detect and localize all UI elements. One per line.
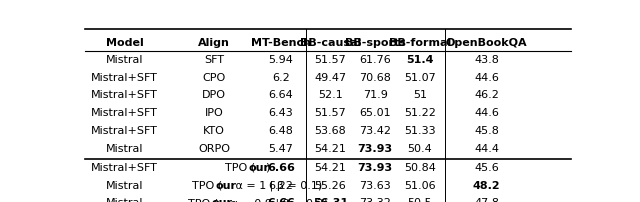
Text: 45.6: 45.6 xyxy=(474,163,499,173)
Text: 61.76: 61.76 xyxy=(359,55,391,65)
Text: SFT: SFT xyxy=(204,55,224,65)
Text: 73.32: 73.32 xyxy=(359,199,391,202)
Text: 44.4: 44.4 xyxy=(474,144,499,154)
Text: 6.48: 6.48 xyxy=(268,126,293,136)
Text: 51: 51 xyxy=(413,90,427,100)
Text: TPO (our α = 0.9 | β = 0.2): TPO (our α = 0.9 | β = 0.2) xyxy=(139,198,289,202)
Text: 51.22: 51.22 xyxy=(404,108,436,118)
Text: 6.2: 6.2 xyxy=(272,73,290,82)
Text: Model: Model xyxy=(106,38,143,48)
Text: 53.68: 53.68 xyxy=(315,126,346,136)
Text: 49.47: 49.47 xyxy=(314,73,346,82)
Text: Mistral: Mistral xyxy=(106,144,143,154)
Text: 6.22: 6.22 xyxy=(268,181,293,191)
Text: Mistral+SFT: Mistral+SFT xyxy=(92,163,158,173)
Text: 51.07: 51.07 xyxy=(404,73,436,82)
Text: Mistral: Mistral xyxy=(106,55,143,65)
Text: 51.06: 51.06 xyxy=(404,181,436,191)
Text: 6.43: 6.43 xyxy=(269,108,293,118)
Text: 47.8: 47.8 xyxy=(474,199,499,202)
Text: KTO: KTO xyxy=(203,126,225,136)
Text: TPO (: TPO ( xyxy=(80,175,110,185)
Text: TPO (our): TPO (our) xyxy=(188,163,241,173)
Text: 5.94: 5.94 xyxy=(268,55,293,65)
Text: 55.26: 55.26 xyxy=(315,181,346,191)
Text: TPO (: TPO ( xyxy=(80,175,110,185)
Text: 73.93: 73.93 xyxy=(358,163,393,173)
Text: 73.42: 73.42 xyxy=(359,126,391,136)
Text: 51.57: 51.57 xyxy=(315,55,346,65)
Text: 46.2: 46.2 xyxy=(474,90,499,100)
Text: Mistral: Mistral xyxy=(106,181,143,191)
Text: Mistral: Mistral xyxy=(106,199,143,202)
Text: 54.21: 54.21 xyxy=(314,144,346,154)
Text: 51.4: 51.4 xyxy=(406,55,433,65)
Text: 71.9: 71.9 xyxy=(363,90,388,100)
Text: 56.31: 56.31 xyxy=(313,199,348,202)
Text: our: our xyxy=(215,181,236,191)
Text: ): ) xyxy=(265,163,269,173)
Text: 45.8: 45.8 xyxy=(474,126,499,136)
Text: α = 1 | β = 0.1): α = 1 | β = 0.1) xyxy=(232,180,322,191)
Text: Mistral+SFT: Mistral+SFT xyxy=(92,90,158,100)
Text: BB-causal: BB-causal xyxy=(300,38,361,48)
Text: our: our xyxy=(80,175,101,185)
Text: IPO: IPO xyxy=(205,108,223,118)
Text: Mistral+SFT: Mistral+SFT xyxy=(92,108,158,118)
Text: 52.1: 52.1 xyxy=(318,90,343,100)
Text: Mistral+SFT: Mistral+SFT xyxy=(92,73,158,82)
Text: TPO (: TPO ( xyxy=(192,181,222,191)
Text: 5.47: 5.47 xyxy=(268,144,293,154)
Text: BB-sports: BB-sports xyxy=(345,38,406,48)
Text: 6.66: 6.66 xyxy=(267,163,295,173)
Text: 44.6: 44.6 xyxy=(474,108,499,118)
Text: 50.5: 50.5 xyxy=(408,199,432,202)
Text: 73.93: 73.93 xyxy=(358,144,393,154)
Text: Mistral+SFT: Mistral+SFT xyxy=(92,126,158,136)
Text: ORPO: ORPO xyxy=(198,144,230,154)
Text: 65.01: 65.01 xyxy=(359,108,391,118)
Text: our: our xyxy=(211,199,232,202)
Text: our: our xyxy=(80,175,101,185)
Text: CPO: CPO xyxy=(202,73,225,82)
Text: Align: Align xyxy=(198,38,230,48)
Text: MT-Bench: MT-Bench xyxy=(251,38,311,48)
Text: 48.2: 48.2 xyxy=(473,181,500,191)
Text: TPO (: TPO ( xyxy=(225,163,255,173)
Text: BB-formal: BB-formal xyxy=(388,38,451,48)
Text: TPO (our α = 1 | β = 0.1): TPO (our α = 1 | β = 0.1) xyxy=(145,180,284,191)
Text: 73.63: 73.63 xyxy=(359,181,391,191)
Text: OpenBookQA: OpenBookQA xyxy=(446,38,527,48)
Text: our: our xyxy=(80,175,101,185)
Text: 50.84: 50.84 xyxy=(404,163,436,173)
Text: 44.6: 44.6 xyxy=(474,73,499,82)
Text: α = 0.9 | β = 0.2): α = 0.9 | β = 0.2) xyxy=(227,198,328,202)
Text: 6.64: 6.64 xyxy=(269,90,293,100)
Text: 51.33: 51.33 xyxy=(404,126,436,136)
Text: our: our xyxy=(248,163,269,173)
Text: TPO (: TPO ( xyxy=(188,199,218,202)
Text: 54.21: 54.21 xyxy=(314,163,346,173)
Text: 50.4: 50.4 xyxy=(408,144,432,154)
Text: TPO (: TPO ( xyxy=(80,175,110,185)
Text: 70.68: 70.68 xyxy=(359,73,391,82)
Text: 51.57: 51.57 xyxy=(315,108,346,118)
Text: 43.8: 43.8 xyxy=(474,55,499,65)
Text: DPO: DPO xyxy=(202,90,226,100)
Text: 6.66: 6.66 xyxy=(267,199,295,202)
